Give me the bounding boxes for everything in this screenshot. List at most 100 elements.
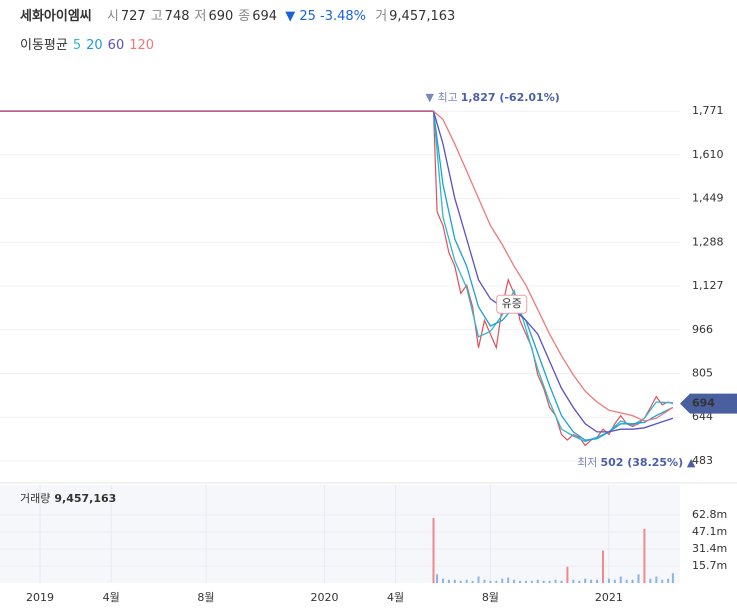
volume-bar	[619, 576, 622, 583]
y-tick-label: 966	[692, 323, 713, 336]
quotes: 시 727 고 748 저 690 종 694	[102, 9, 277, 24]
volume-bar	[625, 579, 628, 583]
quote-value: 694	[252, 9, 278, 24]
volume-bar	[613, 579, 616, 583]
price-line	[432, 111, 674, 447]
x-tick-label: 4월	[387, 591, 404, 604]
volume-tick-label: 62.8m	[692, 508, 727, 521]
header: 세화아이엠씨 시 727 고 748 저 690 종 694 ▼ 25 -3.48% 거 9,4…	[20, 5, 455, 24]
volume-bar	[637, 574, 640, 583]
price-tag-label: 694	[692, 397, 715, 410]
ma-line	[433, 110, 674, 422]
y-tick-label: 1,449	[692, 192, 724, 205]
x-tick-label: 2021	[595, 591, 623, 604]
volume-bar	[459, 580, 462, 583]
quote-label: 종	[238, 9, 251, 24]
change: ▼ 25	[285, 9, 316, 24]
volume-bar	[432, 518, 435, 583]
annotation-value: 1,827 (-62.01%)	[461, 91, 560, 104]
x-tick-label: 4월	[103, 591, 120, 604]
annotation: 최저 502 (38.25%) ▲	[577, 456, 696, 469]
x-tick-label: 2019	[26, 591, 54, 604]
volume-bar	[477, 576, 480, 583]
volume-bar	[441, 578, 444, 583]
volume-total: 9,457,163	[54, 492, 116, 505]
volume-bar	[501, 578, 504, 583]
volume-bar	[643, 528, 646, 583]
volume-bar	[542, 580, 545, 583]
annotation-label: ▼ 최고	[426, 91, 458, 104]
volume-bar	[560, 580, 563, 583]
volume-value: 9,457,163	[389, 9, 456, 24]
ma-legend: 이동평균 5 20 60 120	[20, 34, 154, 53]
ma-title: 이동평균	[20, 38, 68, 53]
volume-bar	[536, 579, 539, 583]
change-pct: -3.48%	[320, 9, 367, 24]
legend-entry: 120	[129, 38, 155, 53]
y-tick-label: 1,610	[692, 148, 724, 161]
volume-title: 거래량 9,457,163	[20, 492, 116, 505]
quote-value: 748	[164, 9, 190, 24]
volume-bar	[483, 579, 486, 583]
volume-bar	[524, 580, 527, 583]
legend-entry: 60	[107, 38, 125, 53]
price-tag	[680, 393, 737, 414]
y-tick-label: 1,288	[692, 235, 724, 248]
volume-bar	[667, 578, 670, 583]
y-tick-label: 1,127	[692, 279, 724, 292]
volume-bar	[471, 580, 474, 583]
x-tick-label: 8월	[197, 591, 214, 604]
legend-entry: 20	[86, 38, 103, 53]
volume-bar	[590, 579, 593, 583]
volume-bar	[530, 580, 533, 583]
quote-value: 727	[120, 9, 146, 24]
ma-line	[432, 110, 674, 433]
volume-tick-label: 31.4m	[692, 542, 727, 555]
y-tick-label: 1,771	[692, 104, 724, 117]
volume-bar	[601, 550, 604, 583]
volume-bar	[649, 578, 652, 583]
annotation-label: 최저	[577, 456, 597, 469]
volume-bar	[507, 577, 510, 583]
quote-label: 고	[150, 9, 163, 24]
y-tick-label: 483	[692, 454, 713, 467]
volume-bar	[671, 573, 674, 583]
volume-bar	[489, 580, 492, 583]
volume-bar	[566, 566, 569, 583]
volume-bar	[513, 579, 516, 583]
volume-bar	[655, 576, 658, 583]
annotation-value: 502 (38.25%) ▲	[600, 456, 695, 469]
annotation-label: 유증	[502, 297, 522, 310]
volume-bar	[607, 578, 610, 583]
volume-bar	[572, 579, 575, 583]
volume-bar	[548, 580, 551, 583]
volume-bar	[465, 579, 468, 583]
x-tick-label: 8월	[482, 591, 499, 604]
volume-bar	[661, 579, 664, 583]
volume-bar	[453, 579, 456, 583]
volume-title-label: 거래량	[20, 492, 50, 505]
ma-line	[432, 111, 674, 441]
volume-tick-label: 15.7m	[692, 559, 727, 572]
volume-bar	[495, 580, 498, 583]
quote-label: 저	[194, 9, 207, 24]
volume-bar	[578, 580, 581, 583]
volume-tick-label: 47.1m	[692, 525, 727, 538]
volume-bar	[554, 579, 557, 583]
stock-name: 세화아이엠씨	[20, 9, 92, 24]
volume-bar	[596, 579, 599, 583]
volume-bar	[436, 574, 439, 583]
quote-label: 시	[106, 9, 119, 24]
x-tick-label: 2020	[310, 591, 338, 604]
annotation: ▼ 최고 1,827 (-62.01%)	[426, 91, 560, 104]
volume-bar	[631, 579, 634, 583]
volume-panel-bg	[0, 485, 680, 583]
y-tick-label: 805	[692, 367, 713, 380]
legend-entry: 5	[72, 38, 82, 53]
volume-bar	[584, 578, 587, 583]
volume-bar	[447, 579, 450, 583]
volume-label: 거	[375, 9, 388, 24]
annotation-box	[496, 294, 528, 314]
